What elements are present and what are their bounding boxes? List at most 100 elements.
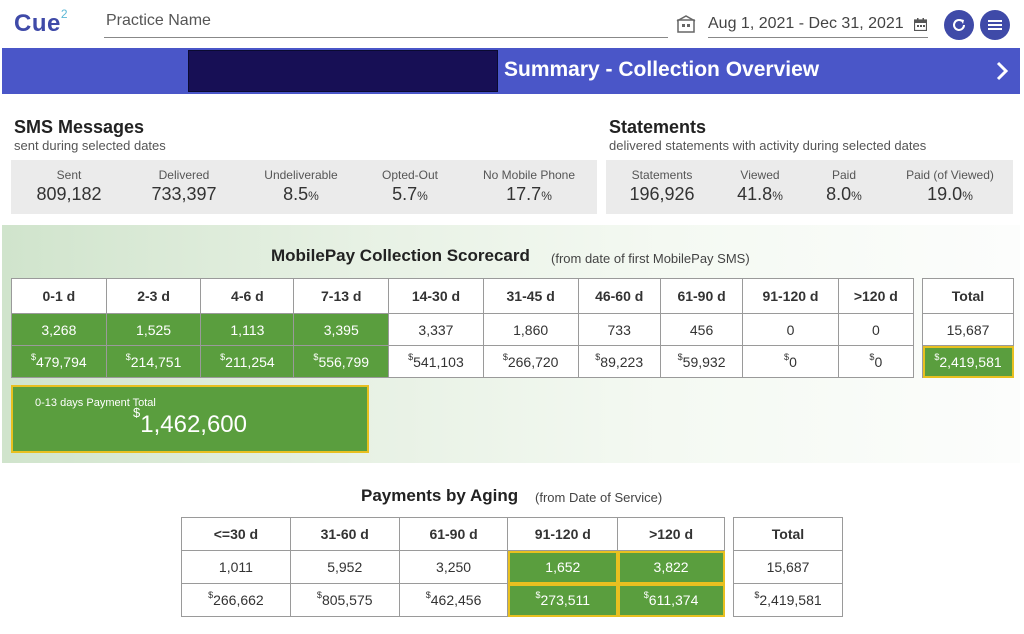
sc-header-cell: 7-13 d [293, 278, 390, 314]
sc-count-cell: 456 [659, 313, 744, 346]
sc-count-cell: 1,860 [482, 313, 579, 346]
statements-stats-box: Statements 196,926 Viewed 41.8% Paid 8.0… [606, 160, 1013, 214]
app-logo[interactable]: Cue2 [14, 7, 69, 38]
sc-count-cell: 0 [837, 313, 915, 346]
sms-stat-undeliverable: Undeliverable 8.5% [264, 168, 338, 204]
hamburger-icon [988, 20, 1002, 30]
stmt-stat-statements: Statements 196,926 [629, 168, 695, 204]
sc-amount-cell: $556,799 [293, 345, 390, 378]
sc-amount-cell: $214,751 [105, 345, 202, 378]
chevron-right-icon[interactable] [994, 60, 1010, 82]
ag-header-cell: 31-60 d [289, 517, 400, 551]
aging-total-table: Total 15,687 $2,419,581 [733, 517, 843, 617]
practice-name-placeholder: Practice Name [106, 12, 211, 29]
sc-amount-cell: $266,720 [482, 345, 579, 378]
ag-count-cell: 3,822 [617, 550, 725, 584]
aging-header-row: <=30 d 31-60 d 61-90 d 91-120 d >120 d [181, 517, 725, 551]
scorecard-subtitle: (from date of first MobilePay SMS) [551, 251, 750, 266]
sms-subtitle: sent during selected dates [14, 138, 166, 153]
sc-count-cell: 0 [742, 313, 839, 346]
ag-header-cell: <=30 d [181, 517, 291, 551]
building-icon[interactable] [676, 15, 696, 33]
aging-total-header: Total [733, 517, 843, 551]
sms-stat-no-mobile: No Mobile Phone 17.7% [482, 168, 576, 204]
sc-count-cell: 3,337 [388, 313, 484, 346]
practice-name-field[interactable]: Practice Name [104, 12, 668, 38]
early-payment-total-label: 0-13 days Payment Total [35, 397, 156, 409]
sc-header-cell: >120 d [837, 278, 915, 314]
sc-count-cell: 733 [577, 313, 661, 346]
scorecard-count-row: 3,268 1,525 1,113 3,395 3,337 1,860 733 456 0 0 [11, 313, 915, 346]
aging-amount-row: $266,662 $805,575 $462,456 $273,511 $611,374 [181, 583, 725, 617]
ag-header-cell: >120 d [617, 517, 725, 551]
aging-table: <=30 d 31-60 d 61-90 d 91-120 d >120 d 1,011… [181, 517, 725, 617]
sms-stat-sent: Sent 809,182 [36, 168, 102, 204]
ag-count-cell: 3,250 [398, 550, 509, 584]
aging-total-count: 15,687 [733, 550, 843, 584]
sc-header-cell: 61-90 d [659, 278, 744, 314]
sc-header-cell: 4-6 d [200, 278, 295, 314]
ag-header-cell: 91-120 d [507, 517, 619, 551]
scorecard-total-header: Total [922, 278, 1014, 314]
top-bar: Cue2 Practice Name Aug 1, 2021 - Dec 31,… [0, 0, 1024, 48]
ag-amount-cell: $462,456 [398, 583, 509, 617]
sc-header-cell: 46-60 d [577, 278, 661, 314]
menu-button[interactable] [980, 10, 1010, 40]
ag-count-cell: 1,652 [507, 550, 619, 584]
statements-subtitle: delivered statements with activity durin… [609, 138, 927, 153]
date-range-text: Aug 1, 2021 - Dec 31, 2021 [708, 15, 904, 32]
sc-amount-cell: $0 [742, 345, 839, 378]
statements-title: Statements [609, 117, 707, 137]
stmt-stat-paid: Paid 8.0% [826, 168, 862, 204]
sc-header-cell: 31-45 d [482, 278, 579, 314]
sc-amount-cell: $89,223 [577, 345, 661, 378]
stmt-stat-viewed: Viewed 41.8% [737, 168, 783, 204]
aging-count-row: 1,011 5,952 3,250 1,652 3,822 [181, 550, 725, 584]
scorecard-total-amount: $2,419,581 [922, 345, 1014, 378]
ag-count-cell: 5,952 [289, 550, 400, 584]
logo-superscript: 2 [60, 7, 69, 21]
calendar-icon[interactable] [914, 18, 927, 31]
scorecard-header-row: 0-1 d 2-3 d 4-6 d 7-13 d 14-30 d 31-45 d 46-60… [11, 278, 915, 314]
sc-header-cell: 0-1 d [11, 278, 107, 314]
scorecard-total-table: Total 15,687 $2,419,581 [922, 278, 1014, 378]
scorecard-table: 0-1 d 2-3 d 4-6 d 7-13 d 14-30 d 31-45 d 46-60… [11, 278, 915, 378]
sc-count-cell: 1,113 [200, 313, 295, 346]
sc-count-cell: 3,395 [293, 313, 390, 346]
aging-subtitle: (from Date of Service) [535, 490, 663, 505]
ag-amount-cell: $805,575 [289, 583, 400, 617]
stmt-stat-paid-of-viewed: Paid (of Viewed) 19.0% [906, 168, 994, 204]
ag-header-cell: 61-90 d [398, 517, 509, 551]
aging-title: Payments by Aging [361, 486, 519, 505]
sc-header-cell: 14-30 d [388, 278, 484, 314]
early-payment-total-value: $1,462,600 [133, 405, 248, 438]
sms-title: SMS Messages [14, 117, 145, 137]
scorecard-title: MobilePay Collection Scorecard [271, 246, 530, 265]
ag-amount-cell: $611,374 [617, 583, 725, 617]
sms-stats-box: Sent 809,182 Delivered 733,397 Undeliver… [11, 160, 597, 214]
scorecard-total-count: 15,687 [922, 313, 1014, 346]
date-range-field[interactable]: Aug 1, 2021 - Dec 31, 2021 [708, 12, 928, 38]
sc-amount-cell: $211,254 [200, 345, 295, 378]
scorecard-amount-row: $479,794 $214,751 $211,254 $556,799 $541,103… [11, 345, 915, 378]
page-title: Summary - Collection Overview [504, 58, 820, 81]
sc-header-cell: 2-3 d [105, 278, 202, 314]
sc-header-cell: 91-120 d [742, 278, 839, 314]
sc-amount-cell: $541,103 [388, 345, 484, 378]
sc-count-cell: 1,525 [105, 313, 202, 346]
early-payment-total-card: 0-13 days Payment Total $1,462,600 [11, 385, 369, 453]
refresh-icon [953, 19, 965, 31]
page-header-band: Summary - Collection Overview [2, 48, 1020, 94]
ag-amount-cell: $266,662 [181, 583, 291, 617]
sms-stat-delivered: Delivered 733,397 [151, 168, 217, 204]
ag-amount-cell: $273,511 [507, 583, 619, 617]
sms-stat-opted-out: Opted-Out 5.7% [381, 168, 439, 204]
sc-amount-cell: $59,932 [659, 345, 744, 378]
refresh-button[interactable] [944, 10, 974, 40]
sc-amount-cell: $0 [837, 345, 915, 378]
ag-count-cell: 1,011 [181, 550, 291, 584]
logo-text: Cue [14, 10, 61, 37]
aging-total-amount: $2,419,581 [733, 583, 843, 617]
sc-amount-cell: $479,794 [11, 345, 107, 378]
sc-count-cell: 3,268 [11, 313, 107, 346]
